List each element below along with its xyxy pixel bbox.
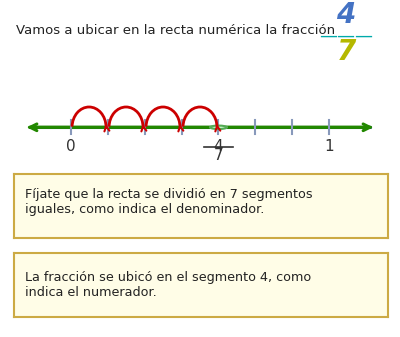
- Text: Fíjate que la recta se dividió en 7 segmentos
iguales, como indica el denominado: Fíjate que la recta se dividió en 7 segm…: [25, 188, 313, 216]
- Text: 1: 1: [324, 139, 334, 154]
- Circle shape: [210, 126, 227, 129]
- Text: 0: 0: [66, 139, 76, 154]
- Text: 7: 7: [336, 38, 356, 66]
- Text: ———: ———: [319, 26, 373, 44]
- Text: 4: 4: [336, 1, 356, 29]
- Text: La fracción se ubicó en el segmento 4, como
indica el numerador.: La fracción se ubicó en el segmento 4, c…: [25, 271, 312, 299]
- Text: 7: 7: [214, 148, 223, 163]
- Text: Vamos a ubicar en la recta numérica la fracción: Vamos a ubicar en la recta numérica la f…: [16, 24, 335, 37]
- Text: 4: 4: [214, 139, 223, 154]
